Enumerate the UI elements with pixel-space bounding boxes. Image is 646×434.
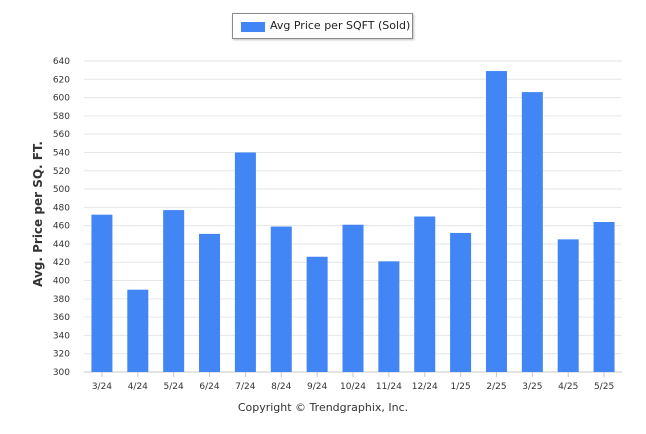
x-tick-label: 11/24 — [376, 382, 402, 392]
bar-8-24 — [270, 226, 292, 372]
legend-label: Avg Price per SQFT (Sold) — [270, 19, 411, 32]
bar-7-24 — [234, 152, 256, 372]
y-tick-label: 300 — [53, 368, 70, 378]
y-tick-label: 400 — [53, 277, 70, 287]
bar-2-25 — [485, 71, 507, 372]
y-tick-label: 520 — [53, 167, 70, 177]
bar-6-24 — [199, 233, 221, 372]
y-tick-label: 380 — [53, 295, 70, 305]
bar-12-24 — [414, 216, 436, 372]
x-tick-label: 7/24 — [235, 382, 255, 392]
x-tick-label: 10/24 — [340, 382, 366, 392]
y-tick-label: 420 — [53, 258, 70, 268]
y-tick-label: 640 — [53, 57, 70, 67]
bar-11-24 — [378, 261, 400, 372]
y-tick-label: 620 — [53, 75, 70, 85]
bar-3-24 — [91, 214, 113, 372]
x-tick-label: 3/24 — [92, 382, 112, 392]
y-tick-label: 600 — [53, 94, 70, 104]
x-tick-label: 5/25 — [594, 382, 614, 392]
bar-5-24 — [163, 210, 185, 372]
bar-10-24 — [342, 224, 364, 372]
bar-1-25 — [450, 232, 472, 372]
x-tick-label: 3/25 — [522, 382, 542, 392]
y-tick-label: 440 — [53, 240, 70, 250]
bar-9-24 — [306, 256, 328, 372]
y-tick-label: 580 — [53, 112, 70, 122]
y-tick-label: 500 — [53, 185, 70, 195]
x-tick-label: 1/25 — [450, 382, 470, 392]
bar-4-25 — [557, 239, 579, 372]
y-tick-label: 320 — [53, 350, 70, 360]
bar-4-24 — [127, 289, 149, 372]
x-tick-label: 8/24 — [271, 382, 291, 392]
bar-3-25 — [521, 92, 543, 372]
y-tick-label: 540 — [53, 148, 70, 158]
y-tick-label: 360 — [53, 313, 70, 323]
x-tick-label: 9/24 — [307, 382, 327, 392]
x-tick-label: 12/24 — [412, 382, 438, 392]
x-tick-label: 6/24 — [199, 382, 219, 392]
y-tick-label: 480 — [53, 203, 70, 213]
x-tick-label: 2/25 — [486, 382, 506, 392]
legend-swatch — [241, 22, 265, 32]
bar-5-25 — [593, 221, 615, 372]
x-tick-label: 4/24 — [128, 382, 148, 392]
legend: Avg Price per SQFT (Sold) — [232, 13, 413, 39]
y-tick-label: 560 — [53, 130, 70, 140]
x-tick-label: 5/24 — [164, 382, 184, 392]
copyright-footer: Copyright © Trendgraphix, Inc. — [237, 401, 409, 414]
y-tick-label: 460 — [53, 222, 70, 232]
x-tick-label: 4/25 — [558, 382, 578, 392]
y-tick-label: 340 — [53, 331, 70, 341]
